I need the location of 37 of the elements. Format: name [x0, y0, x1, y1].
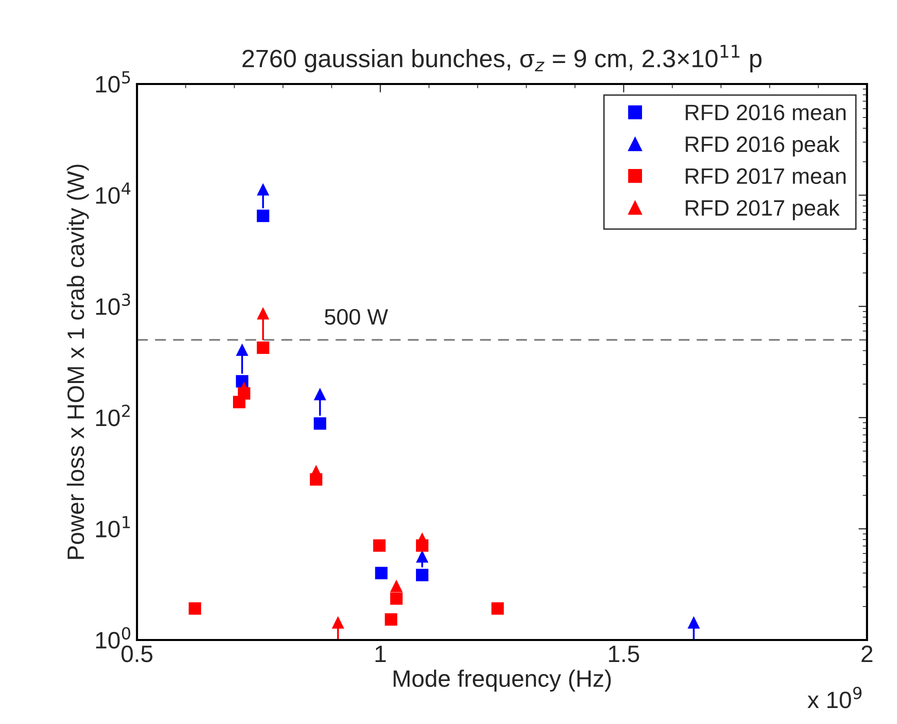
legend-label: RFD 2017 mean — [686, 168, 846, 184]
point — [256, 183, 270, 196]
point — [390, 580, 403, 592]
point — [373, 539, 386, 552]
y-axis-title: Power loss x HOM x 1 crab cavity (W) — [66, 164, 89, 559]
point — [256, 342, 270, 354]
point — [332, 616, 344, 629]
ref-line-label: 500 W — [324, 308, 388, 325]
point — [256, 307, 270, 320]
y-tick-label: 10$^{3}$ — [96, 293, 130, 316]
text: x 10$^{9}$ — [808, 686, 862, 708]
legend-label: RFD 2016 peak — [686, 136, 840, 157]
x-tick-label: 1.5 — [609, 646, 640, 662]
legend-label: RFD 2017 peak — [686, 199, 840, 220]
point — [491, 602, 504, 615]
point — [688, 616, 700, 629]
x-tick-label: 2 — [862, 645, 872, 662]
chart-title: 2760 gaussian bunches, σ$_{z}$ = 9 cm, 2.3×10$^{11}$ p — [242, 44, 762, 72]
y-tick-label: 10$^{1}$ — [96, 516, 130, 538]
point — [256, 210, 270, 222]
point — [384, 613, 398, 626]
x-tick-label: 1 — [376, 646, 386, 662]
x-axis-title: Mode frequency (Hz) — [394, 670, 611, 692]
point — [314, 417, 326, 430]
point — [416, 550, 428, 563]
point — [314, 388, 326, 400]
point — [236, 343, 248, 356]
point — [310, 464, 322, 478]
point — [416, 568, 428, 582]
point — [390, 592, 403, 605]
y-tick-label: 10$^{5}$ — [96, 71, 130, 93]
point — [238, 382, 250, 394]
y-tick-label: 10$^{4}$ — [96, 182, 130, 204]
point — [188, 602, 202, 615]
point — [375, 566, 388, 580]
y-tick-label: 10$^{2}$ — [96, 404, 130, 426]
legend-label: RFD 2016 mean — [686, 104, 846, 120]
